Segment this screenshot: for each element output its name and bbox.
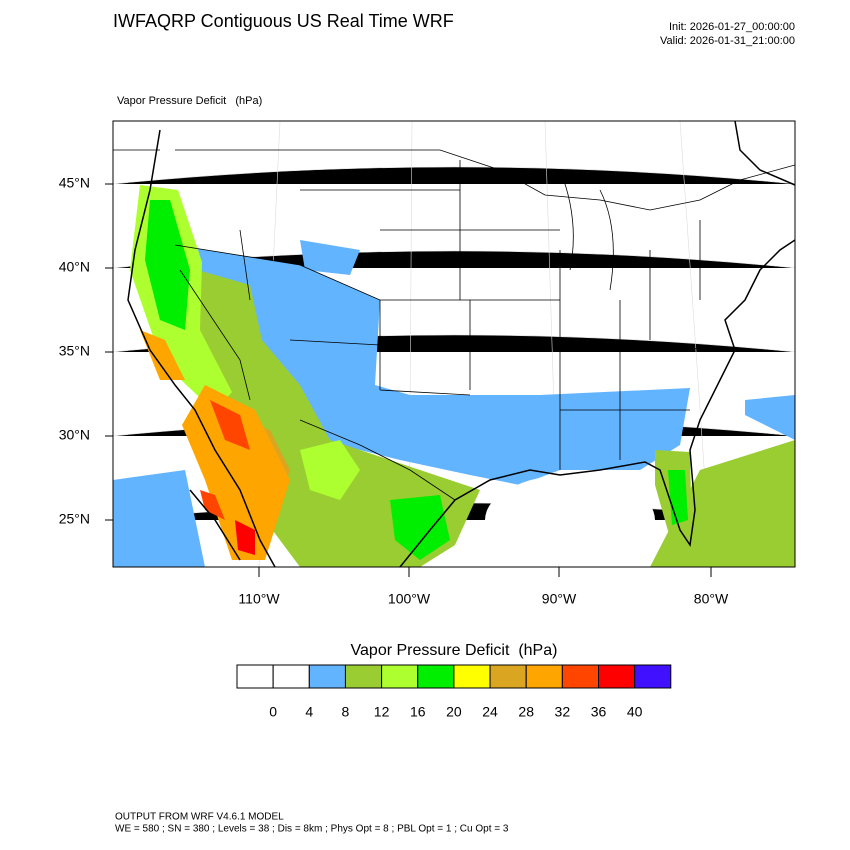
vpd-region bbox=[113, 470, 205, 567]
vpd-region bbox=[140, 330, 185, 380]
colorbar-box bbox=[453, 664, 491, 689]
lat-label: 30°N bbox=[59, 427, 90, 443]
vpd-region bbox=[145, 200, 190, 330]
map-frame bbox=[112, 120, 796, 568]
init-time: Init: 2026-01-27_00:00:00 bbox=[669, 21, 795, 33]
subtitle: Vapor Pressure Deficit (hPa) bbox=[117, 95, 262, 107]
vpd-region bbox=[390, 495, 450, 560]
lon-label: 100°W bbox=[388, 591, 431, 607]
lat-label: 35°N bbox=[59, 343, 90, 359]
footer-line: WE = 580 ; SN = 380 ; Levels = 38 ; Dis … bbox=[115, 824, 509, 835]
colorbar-box bbox=[344, 664, 383, 689]
footer-line: OUTPUT FROM WRF V4.6.1 MODEL bbox=[115, 812, 284, 823]
colorbar-label: 24 bbox=[482, 704, 498, 720]
lat-label: 45°N bbox=[59, 175, 90, 191]
colorbar-label: 36 bbox=[591, 704, 607, 720]
lat-label: 25°N bbox=[59, 511, 90, 527]
colorbar-label: 0 bbox=[269, 704, 277, 720]
colorbar-box bbox=[381, 664, 419, 689]
colorbar-title: Vapor Pressure Deficit (hPa) bbox=[351, 642, 558, 659]
colorbar-label: 32 bbox=[555, 704, 571, 720]
lon-label: 80°W bbox=[694, 591, 729, 607]
colorbar-box bbox=[236, 664, 274, 689]
colorbar-box bbox=[272, 664, 310, 689]
colorbar-label: 8 bbox=[342, 704, 350, 720]
vpd-region bbox=[300, 240, 360, 275]
colorbar-box bbox=[634, 664, 672, 689]
vpd-region bbox=[300, 440, 360, 500]
colorbar-box bbox=[489, 664, 527, 689]
colorbar-label: 28 bbox=[518, 704, 534, 720]
vpd-region bbox=[235, 520, 255, 555]
vpd-region bbox=[182, 385, 290, 560]
colorbar: 0 4 8 12 16 20 24 28 32 36 40 bbox=[236, 664, 672, 720]
vpd-region bbox=[210, 400, 250, 450]
colorbar-label: 40 bbox=[627, 704, 643, 720]
colorbar-label: 20 bbox=[446, 704, 462, 720]
colorbar-box bbox=[598, 664, 636, 689]
colorbar-label: 4 bbox=[305, 704, 313, 720]
map bbox=[113, 121, 795, 567]
vpd-region bbox=[745, 395, 795, 440]
colorbar-box bbox=[561, 664, 599, 689]
lon-label: 90°W bbox=[542, 591, 577, 607]
lon-label: 110°W bbox=[238, 591, 280, 607]
colorbar-box bbox=[417, 664, 455, 689]
borders bbox=[113, 121, 795, 567]
colorbar-box bbox=[525, 664, 563, 689]
title: IWFAQRP Contiguous US Real Time WRF bbox=[113, 11, 454, 31]
lon-axis: 110°W 100°W 90°W 80°W bbox=[238, 567, 729, 607]
colorbar-label: 16 bbox=[410, 704, 426, 720]
vpd-region bbox=[200, 490, 225, 520]
valid-time: Valid: 2026-01-31_21:00:00 bbox=[660, 35, 795, 47]
colorbar-label: 12 bbox=[374, 704, 390, 720]
colorbar-box bbox=[308, 664, 346, 689]
lat-label: 40°N bbox=[59, 259, 90, 275]
lat-axis: 45°N 40°N 35°N 30°N 25°N bbox=[59, 175, 113, 527]
